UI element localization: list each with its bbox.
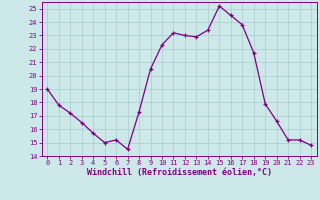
X-axis label: Windchill (Refroidissement éolien,°C): Windchill (Refroidissement éolien,°C) <box>87 168 272 177</box>
